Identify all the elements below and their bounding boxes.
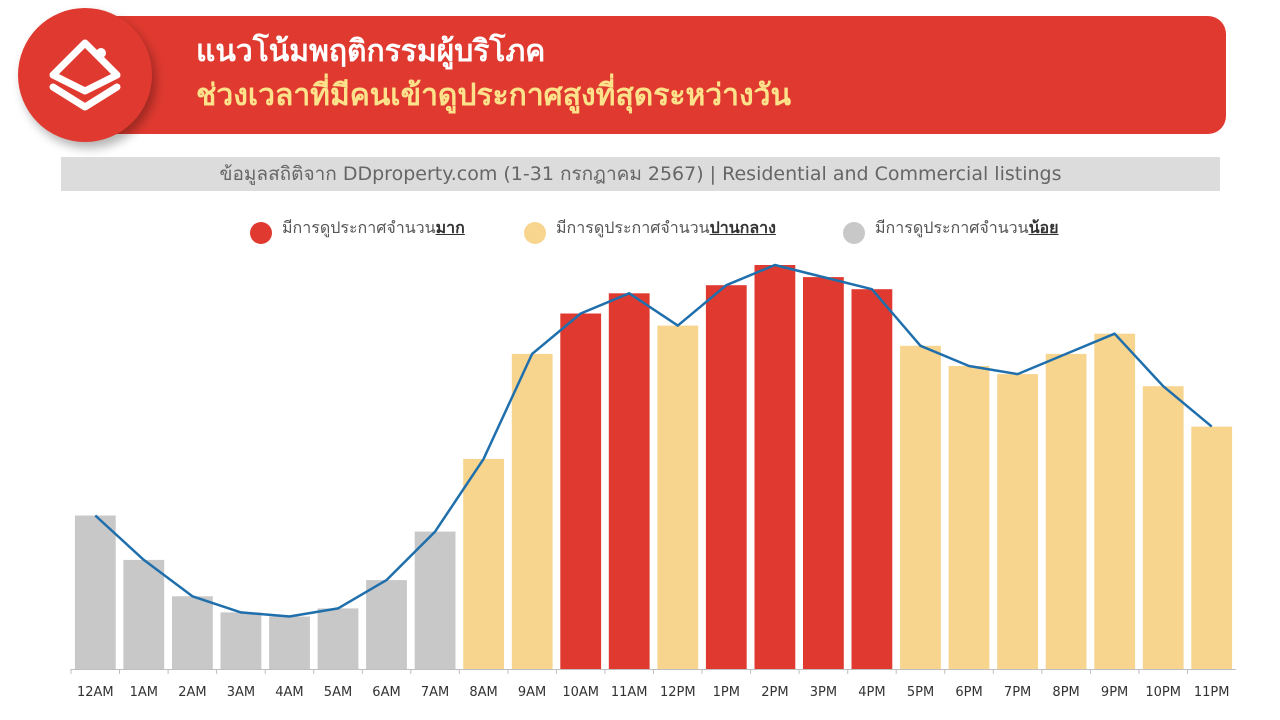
bar-4PM [851, 289, 893, 669]
bar-7AM [414, 531, 456, 669]
page-subtitle: ช่วงเวลาที่มีคนเข้าดูประกาศสูงที่สุดระหว… [196, 78, 791, 113]
x-tick-label: 3PM [810, 685, 837, 700]
x-tick-label: 5AM [324, 685, 352, 700]
x-tick-label: 2AM [178, 685, 206, 700]
x-tick-label: 10AM [562, 685, 599, 700]
x-tick-label: 5PM [907, 685, 934, 700]
trend-line [94, 263, 1213, 618]
bar-3PM [803, 277, 844, 669]
x-tick-label: 4AM [275, 685, 303, 700]
legend-label-high: มีการดูประกาศจำนวนมาก [282, 218, 465, 237]
legend-swatch-medium [524, 222, 546, 244]
x-tick-label: 6PM [955, 685, 982, 700]
x-tick-label: 10PM [1145, 685, 1181, 700]
x-tick-label: 2PM [761, 685, 788, 700]
x-tick-label: 11PM [1194, 685, 1230, 700]
x-tick-label: 12PM [660, 685, 696, 700]
x-tick-label: 6AM [372, 685, 400, 700]
source-note: ข้อมูลสถิติจาก DDproperty.com (1-31 กรกฎ… [61, 157, 1220, 191]
bar-1AM [123, 559, 165, 669]
bar-1PM [705, 285, 747, 669]
bar-5PM [900, 345, 941, 669]
bar-12PM [657, 325, 699, 669]
bar-6PM [948, 366, 990, 669]
bar-8AM [463, 458, 504, 669]
header-banner [96, 16, 1226, 134]
bar-8PM [1045, 353, 1087, 669]
bar-12AM [74, 515, 116, 669]
legend-swatch-low [843, 222, 865, 244]
x-tick-label: 11AM [611, 685, 648, 700]
x-tick-label: 1PM [713, 685, 740, 700]
bar-10AM [560, 313, 602, 669]
bar-9AM [511, 353, 553, 669]
bar-2AM [172, 596, 213, 669]
bar-4AM [269, 616, 310, 669]
bar-3AM [220, 612, 262, 669]
x-tick-label: 9AM [518, 685, 546, 700]
x-tick-label: 9PM [1101, 685, 1128, 700]
bar-7PM [997, 374, 1038, 669]
x-tick-label: 8AM [469, 685, 497, 700]
legend-swatch-high [250, 222, 272, 244]
x-tick-label: 1AM [130, 685, 158, 700]
bar-11AM [608, 293, 650, 669]
bar-2PM [754, 265, 796, 669]
logo-badge [18, 8, 152, 142]
x-tick-label: 8PM [1052, 685, 1079, 700]
bar-11PM [1191, 426, 1233, 669]
legend-label-low: มีการดูประกาศจำนวนน้อย [875, 218, 1059, 237]
bar-6AM [366, 580, 407, 669]
ddproperty-house-logo-icon [49, 39, 121, 111]
bar-5AM [317, 608, 359, 669]
x-tick-label: 7PM [1004, 685, 1031, 700]
bar-9PM [1094, 333, 1136, 669]
page-title: แนวโน้มพฤติกรรมผู้บริโภค [196, 34, 546, 69]
x-tick-label: 12AM [77, 685, 114, 700]
legend-label-medium: มีการดูประกาศจำนวนปานกลาง [556, 218, 776, 237]
bar-10PM [1142, 386, 1184, 669]
x-tick-label: 7AM [421, 685, 449, 700]
x-tick-label: 4PM [858, 685, 885, 700]
x-tick-label: 3AM [227, 685, 255, 700]
